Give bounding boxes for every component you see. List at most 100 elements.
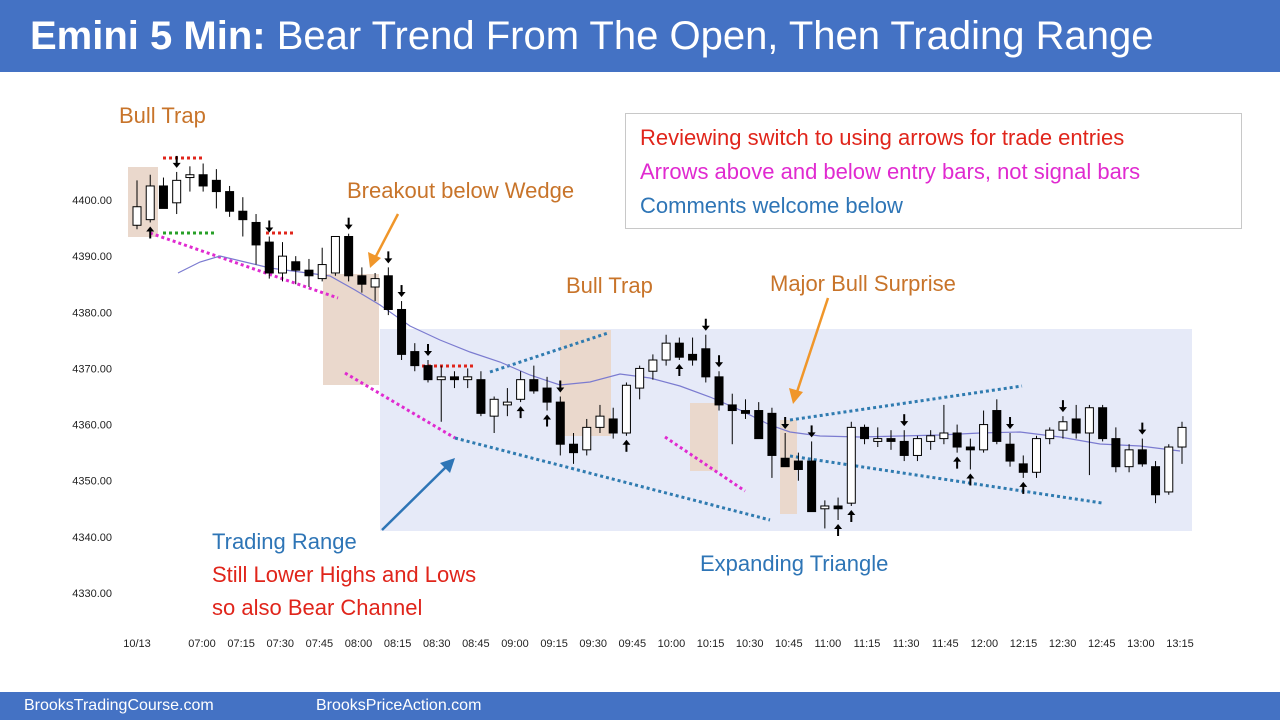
bear-candle-body <box>529 379 539 392</box>
bear-candle-body <box>1005 443 1015 462</box>
x-tick-label: 10:15 <box>697 638 725 650</box>
bull-candle-body <box>489 398 499 417</box>
bull-candle-body <box>370 278 380 288</box>
candle <box>740 399 750 419</box>
bull-candle-body <box>1031 438 1041 473</box>
bull-candle-body <box>820 505 830 510</box>
bear-candle-body <box>344 235 354 277</box>
bear-candle-body <box>727 404 737 412</box>
candle <box>330 235 340 276</box>
down-arrow-head <box>556 387 565 393</box>
candle <box>952 424 962 453</box>
candles <box>132 163 1187 529</box>
bear-candle-body <box>211 179 221 193</box>
entry-arrows <box>146 155 1147 537</box>
bear-candle-body <box>1111 438 1121 468</box>
bear-candle-body <box>965 446 975 451</box>
bear-candle-body <box>449 376 459 381</box>
bull-candle-body <box>648 359 658 372</box>
bull-candle-body <box>317 264 327 280</box>
trading-range-pointer <box>381 464 449 531</box>
candle <box>1071 404 1081 439</box>
bear-candle-body <box>291 261 301 271</box>
bull-candle-body <box>621 384 631 434</box>
bull-candle-body <box>926 435 936 442</box>
candle <box>1164 444 1174 495</box>
down-arrow-head <box>424 351 433 357</box>
bull-candle-body <box>939 432 949 440</box>
down-arrow-head <box>807 432 816 438</box>
candle <box>1111 427 1121 473</box>
candle <box>1177 421 1187 464</box>
candle <box>1045 427 1055 445</box>
up-arrow-head <box>847 509 856 515</box>
lower-highs-label: Still Lower Highs and Lows <box>212 562 477 587</box>
footer-link-left[interactable]: BrooksTradingCourse.com <box>24 697 214 714</box>
bull-candle-body <box>1058 421 1068 431</box>
title-bold: Emini 5 Min: <box>30 14 266 58</box>
major-bull-label: Major Bull Surprise <box>770 271 956 296</box>
y-tick-label: 4350.00 <box>72 476 112 488</box>
legend-line-1: Reviewing switch to using arrows for tra… <box>640 125 1125 150</box>
candle <box>198 163 208 192</box>
bull-candle-body <box>1164 446 1174 493</box>
breakout-wedge-label: Breakout below Wedge <box>347 178 575 203</box>
sell-line <box>664 435 746 493</box>
up-arrow-head <box>1019 481 1028 487</box>
bull-candle-body <box>635 367 645 389</box>
candle <box>238 197 248 237</box>
candle <box>423 360 433 383</box>
x-tick-label: 12:30 <box>1049 638 1077 650</box>
bear-candle-body <box>833 505 843 510</box>
bull-candle-body <box>1177 426 1187 448</box>
legend-box: Reviewing switch to using arrows for tra… <box>625 113 1242 229</box>
x-tick-label: 08:15 <box>384 638 412 650</box>
candle <box>291 256 301 285</box>
candle <box>661 334 671 366</box>
footer-link-right[interactable]: BrooksPriceAction.com <box>316 697 482 714</box>
expanding-triangle-label: Expanding Triangle <box>700 551 889 576</box>
bull-candle-body <box>1045 429 1055 440</box>
bear-candle-body <box>992 410 1002 442</box>
bear-candle-body <box>304 269 314 277</box>
bull-candle-body <box>516 379 526 400</box>
y-tick-label: 4330.00 <box>72 588 112 600</box>
bull-candle-body <box>436 376 446 381</box>
candle <box>344 233 354 282</box>
down-arrow-head <box>1138 429 1147 435</box>
y-tick-label: 4360.00 <box>72 420 112 432</box>
x-tick-label: 08:00 <box>345 638 373 650</box>
bear-candle-body <box>357 275 367 285</box>
bull-candle-body <box>1084 407 1094 434</box>
candle <box>674 337 684 361</box>
x-tick-label: 07:00 <box>188 638 216 650</box>
candle <box>436 365 446 422</box>
bear-candle-body <box>569 443 579 454</box>
bear-candle-body <box>701 348 711 378</box>
x-tick-label: 07:15 <box>227 638 255 650</box>
candle <box>714 371 724 411</box>
bull-candle-body <box>172 179 182 204</box>
breakout-pointer-head <box>368 252 381 268</box>
candlestick-chart: 4400.00 4390.00 4380.00 4370.00 4360.00 4350.… <box>72 155 1194 650</box>
candle <box>701 334 711 383</box>
up-arrow-head <box>543 414 552 420</box>
candle <box>965 438 975 470</box>
bear-candle-body <box>1137 449 1147 465</box>
bear-candle-body <box>740 410 750 414</box>
x-tick-label: 09:00 <box>501 638 529 650</box>
x-tick-label: 08:45 <box>462 638 490 650</box>
candle <box>1018 455 1028 478</box>
candle <box>304 258 314 288</box>
candle <box>992 399 1002 445</box>
bear-candle-body <box>1018 463 1028 473</box>
candle <box>489 396 499 433</box>
bear-candle-body <box>767 412 777 456</box>
surprise-pointer-head <box>789 388 803 404</box>
down-arrow-head <box>715 362 724 368</box>
candle <box>264 236 274 279</box>
candle <box>833 497 843 521</box>
candle <box>820 500 830 529</box>
bull-candle-body <box>979 424 989 451</box>
candle <box>846 421 856 506</box>
